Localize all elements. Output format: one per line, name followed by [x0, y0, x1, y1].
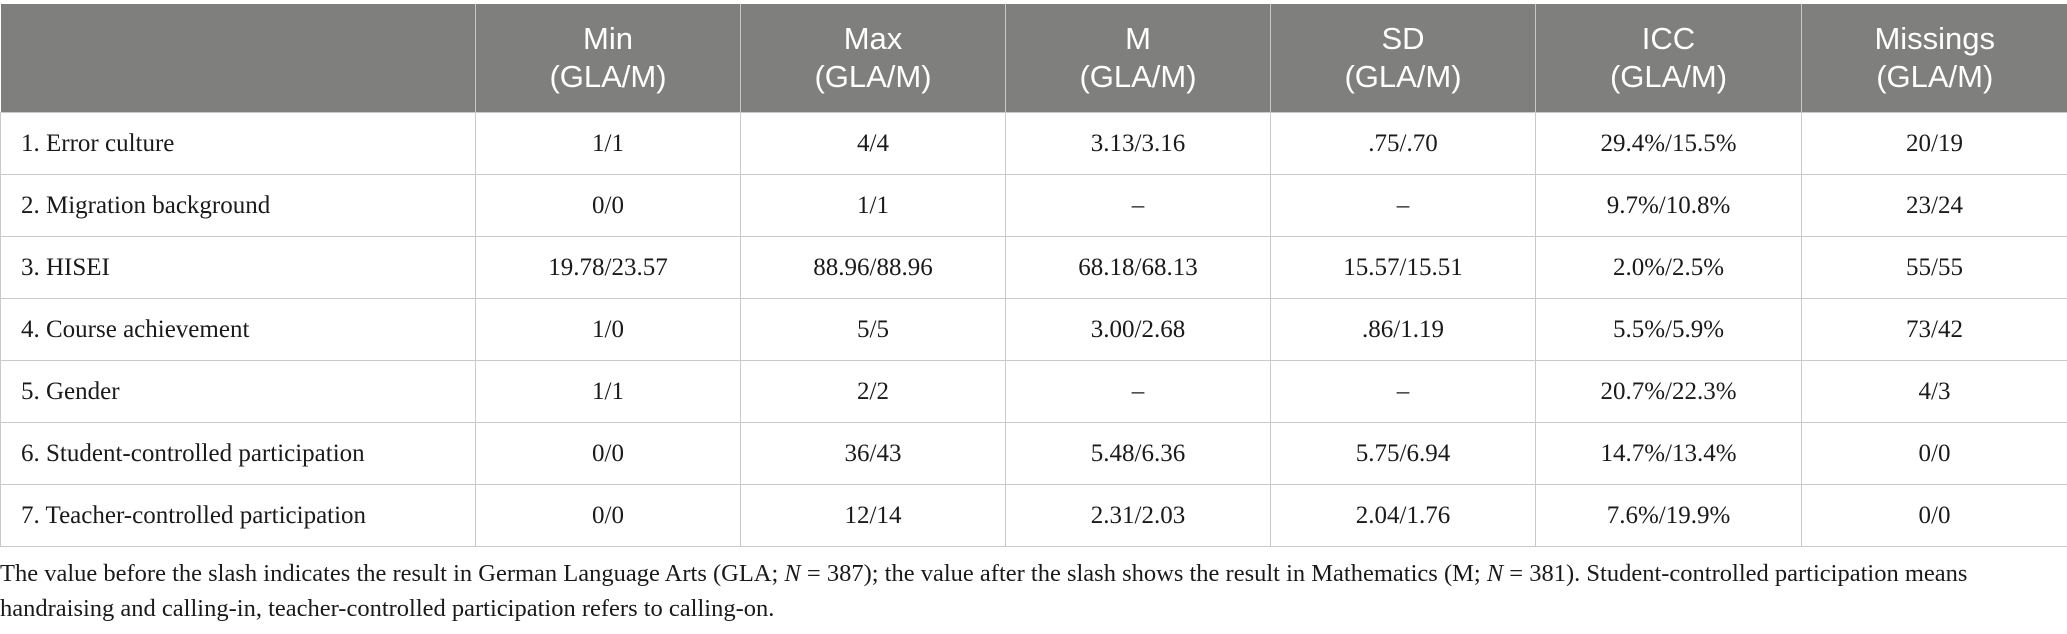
max-cell: 2/2	[740, 360, 1006, 423]
footnote-text-1: The value before the slash indicates the…	[0, 560, 785, 587]
max-cell: 1/1	[740, 174, 1006, 237]
table-row: 6. Student-controlled participation 0/0 …	[0, 422, 2067, 485]
header-line-2: (GLA/M)	[1344, 59, 1462, 94]
sd-cell: 15.57/15.51	[1270, 236, 1536, 299]
mean-cell: 3.13/3.16	[1005, 112, 1271, 175]
max-cell: 36/43	[740, 422, 1006, 485]
sd-cell: 5.75/6.94	[1270, 422, 1536, 485]
missings-cell: 55/55	[1801, 236, 2067, 299]
sd-cell: –	[1270, 360, 1536, 423]
max-cell: 4/4	[740, 112, 1006, 175]
table-row: 4. Course achievement 1/0 5/5 3.00/2.68 …	[0, 298, 2067, 361]
icc-cell: 5.5%/5.9%	[1535, 298, 1802, 361]
min-cell: 1/1	[475, 112, 741, 175]
min-cell: 1/0	[475, 298, 741, 361]
variable-cell: 1. Error culture	[0, 112, 476, 175]
min-cell: 0/0	[475, 422, 741, 485]
missings-cell: 23/24	[1801, 174, 2067, 237]
mean-cell: 3.00/2.68	[1005, 298, 1271, 361]
header-line-2: (GLA/M)	[814, 59, 932, 94]
table-row: 2. Migration background 0/0 1/1 – – 9.7%…	[0, 174, 2067, 237]
variable-cell: 6. Student-controlled participation	[0, 422, 476, 485]
icc-cell: 9.7%/10.8%	[1535, 174, 1802, 237]
table-footnote: The value before the slash indicates the…	[0, 556, 2060, 626]
sd-cell: –	[1270, 174, 1536, 237]
variable-cell: 7. Teacher-controlled participation	[0, 484, 476, 547]
missings-cell: 73/42	[1801, 298, 2067, 361]
max-cell: 5/5	[740, 298, 1006, 361]
footnote-text-2: = 387); the value after the slash shows …	[800, 560, 1487, 587]
header-sd: SD (GLA/M)	[1270, 4, 1536, 113]
header-line-1: Min	[583, 21, 633, 56]
icc-cell: 20.7%/22.3%	[1535, 360, 1802, 423]
table-row: 7. Teacher-controlled participation 0/0 …	[0, 484, 2067, 547]
variable-cell: 3. HISEI	[0, 236, 476, 299]
sd-cell: .75/.70	[1270, 112, 1536, 175]
header-icc: ICC (GLA/M)	[1535, 4, 1802, 113]
max-cell: 88.96/88.96	[740, 236, 1006, 299]
header-line-1: M	[1125, 21, 1151, 56]
mean-cell: 68.18/68.13	[1005, 236, 1271, 299]
header-line-1: Max	[843, 21, 903, 56]
header-mean: M (GLA/M)	[1005, 4, 1271, 113]
table-row: 1. Error culture 1/1 4/4 3.13/3.16 .75/.…	[0, 112, 2067, 175]
variable-cell: 2. Migration background	[0, 174, 476, 237]
mean-cell: –	[1005, 174, 1271, 237]
icc-cell: 29.4%/15.5%	[1535, 112, 1802, 175]
header-line-1: Missings	[1874, 21, 1996, 56]
header-max: Max (GLA/M)	[740, 4, 1006, 113]
min-cell: 1/1	[475, 360, 741, 423]
table-header-row: Min (GLA/M) Max (GLA/M) M (GLA/M) SD (GL…	[0, 4, 2067, 113]
header-line-2: (GLA/M)	[549, 59, 667, 94]
footnote-text-3: = 381). Student-controlled participation…	[0, 560, 1968, 622]
header-missings: Missings (GLA/M)	[1801, 4, 2067, 113]
min-cell: 19.78/23.57	[475, 236, 741, 299]
header-line-2: (GLA/M)	[1079, 59, 1197, 94]
sd-cell: 2.04/1.76	[1270, 484, 1536, 547]
max-cell: 12/14	[740, 484, 1006, 547]
variable-cell: 4. Course achievement	[0, 298, 476, 361]
icc-cell: 7.6%/19.9%	[1535, 484, 1802, 547]
footnote-n-label-1: N	[784, 560, 801, 587]
min-cell: 0/0	[475, 174, 741, 237]
min-cell: 0/0	[475, 484, 741, 547]
mean-cell: –	[1005, 360, 1271, 423]
missings-cell: 20/19	[1801, 112, 2067, 175]
header-line-1: SD	[1381, 21, 1425, 56]
header-variable	[0, 4, 476, 113]
header-line-2: (GLA/M)	[1876, 59, 1994, 94]
mean-cell: 2.31/2.03	[1005, 484, 1271, 547]
table-row: 5. Gender 1/1 2/2 – – 20.7%/22.3% 4/3	[0, 360, 2067, 423]
header-line-1: ICC	[1641, 21, 1696, 56]
table-row: 3. HISEI 19.78/23.57 88.96/88.96 68.18/6…	[0, 236, 2067, 299]
descriptive-statistics-table: Min (GLA/M) Max (GLA/M) M (GLA/M) SD (GL…	[0, 4, 2067, 547]
header-min: Min (GLA/M)	[475, 4, 741, 113]
missings-cell: 0/0	[1801, 484, 2067, 547]
sd-cell: .86/1.19	[1270, 298, 1536, 361]
icc-cell: 14.7%/13.4%	[1535, 422, 1802, 485]
missings-cell: 4/3	[1801, 360, 2067, 423]
missings-cell: 0/0	[1801, 422, 2067, 485]
icc-cell: 2.0%/2.5%	[1535, 236, 1802, 299]
header-line-2: (GLA/M)	[1609, 59, 1728, 94]
mean-cell: 5.48/6.36	[1005, 422, 1271, 485]
variable-cell: 5. Gender	[0, 360, 476, 423]
descriptive-statistics-table-container: Min (GLA/M) Max (GLA/M) M (GLA/M) SD (GL…	[0, 4, 2067, 547]
footnote-n-label-2: N	[1486, 560, 1504, 587]
